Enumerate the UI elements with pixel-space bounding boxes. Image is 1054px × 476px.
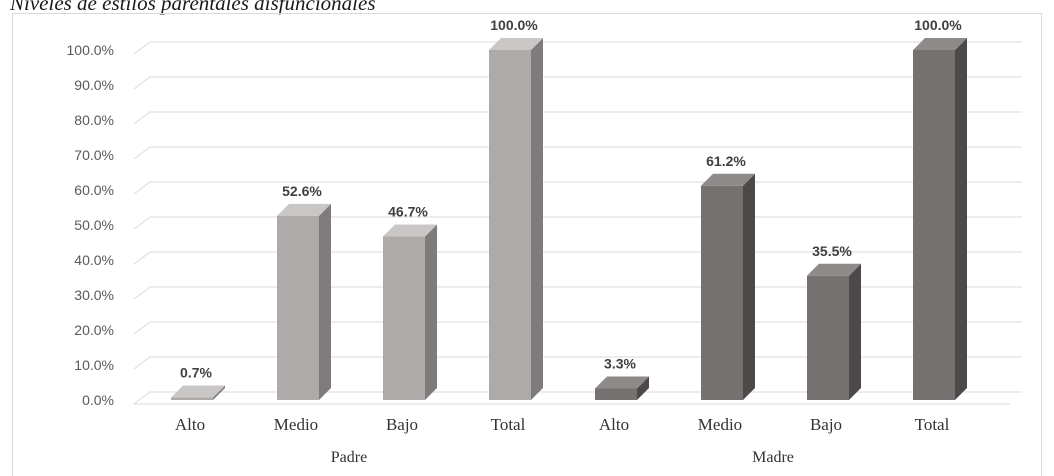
gridline-diagonal <box>133 111 151 125</box>
data-label: 100.0% <box>490 17 538 33</box>
data-label: 52.6% <box>282 183 322 199</box>
bar-padre-medio <box>277 203 331 400</box>
gridline-diagonal <box>133 286 151 300</box>
bar-front-face <box>383 236 425 400</box>
chart-frame <box>12 13 1042 476</box>
bar-side-face <box>637 376 649 400</box>
bar-madre-bajo <box>807 263 861 400</box>
bar-padre-bajo <box>383 224 437 400</box>
gridline-diagonal <box>133 181 151 195</box>
y-tick-label: 70.0% <box>74 147 114 163</box>
y-tick-label: 100.0% <box>67 42 114 58</box>
bar-side-face <box>743 173 755 400</box>
data-label: 3.3% <box>604 355 636 371</box>
bar-top-face <box>595 376 649 389</box>
y-tick-label: 80.0% <box>74 112 114 128</box>
gridline-diagonal <box>133 146 151 160</box>
y-tick-label: 50.0% <box>74 217 114 233</box>
gridline-diagonal <box>133 251 151 265</box>
x-tick-label: Bajo <box>386 415 418 434</box>
data-label: 46.7% <box>388 204 428 220</box>
data-labels: 0.7% 52.6% 46.7% 100.0% 3.3% 61.2% 35.5% 100.0% <box>180 17 962 381</box>
bars <box>171 38 967 400</box>
bar-front-face <box>913 50 955 400</box>
bar-side-face <box>955 38 967 400</box>
figure-caption: Niveles de estilos parentales disfuncion… <box>10 0 376 15</box>
x-tick-label: Total <box>915 415 950 434</box>
x-tick-label: Bajo <box>810 415 842 434</box>
bar-top-face <box>383 224 437 237</box>
y-tick-label: 90.0% <box>74 77 114 93</box>
y-tick-label: 30.0% <box>74 287 114 303</box>
y-tick-label: 10.0% <box>74 357 114 373</box>
group-label-padre: Padre <box>331 449 367 466</box>
x-tick-label: Alto <box>175 415 205 434</box>
x-tick-label: Medio <box>274 415 318 434</box>
bar-front-face <box>277 215 319 400</box>
y-tick-label: 60.0% <box>74 182 114 198</box>
bar-front-face <box>489 50 531 400</box>
bar-madre-alto <box>595 376 649 400</box>
group-label-madre: Madre <box>752 449 794 466</box>
y-axis-ticks: 0.0% 10.0% 20.0% 30.0% 40.0% 50.0% 60.0% 70.0% 8… <box>67 42 114 408</box>
gridline-diagonal <box>133 76 151 90</box>
y-tick-label: 40.0% <box>74 252 114 268</box>
gridline-diagonal <box>133 41 151 55</box>
gridline-diagonal <box>133 391 151 405</box>
data-label: 100.0% <box>914 17 962 33</box>
bar-front-face <box>807 275 849 400</box>
bar-top-face <box>171 385 225 398</box>
bar-madre-total <box>913 38 967 400</box>
bar-padre-alto <box>171 385 225 400</box>
x-tick-label: Total <box>491 415 526 434</box>
bar-front-face <box>171 397 213 400</box>
bar-side-face <box>849 263 861 400</box>
x-tick-label: Alto <box>599 415 629 434</box>
bar-side-face <box>319 203 331 400</box>
x-axis-ticks: Alto Medio Bajo Total Alto Medio Bajo Total <box>175 415 950 434</box>
group-labels: Padre Madre <box>331 449 794 466</box>
y-tick-label: 20.0% <box>74 322 114 338</box>
grid-lines <box>133 41 1022 405</box>
bar-padre-total <box>489 38 543 400</box>
data-label: 0.7% <box>180 365 212 381</box>
bar-side-face <box>425 224 437 400</box>
y-tick-label: 0.0% <box>82 392 114 408</box>
bar-front-face <box>595 388 637 400</box>
bar-top-face <box>701 173 755 186</box>
gridline-diagonal <box>133 321 151 335</box>
bar-front-face <box>701 185 743 400</box>
bar-top-face <box>277 203 331 216</box>
x-tick-label: Medio <box>698 415 742 434</box>
bar-top-face <box>913 38 967 50</box>
data-label: 61.2% <box>706 153 746 169</box>
bar-side-face <box>531 38 543 400</box>
gridline-diagonal <box>133 216 151 230</box>
bar-top-face <box>489 38 543 50</box>
bar-top-face <box>807 263 861 276</box>
data-label: 35.5% <box>812 243 852 259</box>
bar-madre-medio <box>701 173 755 400</box>
gridline-diagonal <box>133 356 151 370</box>
bar-side-face <box>213 385 225 400</box>
